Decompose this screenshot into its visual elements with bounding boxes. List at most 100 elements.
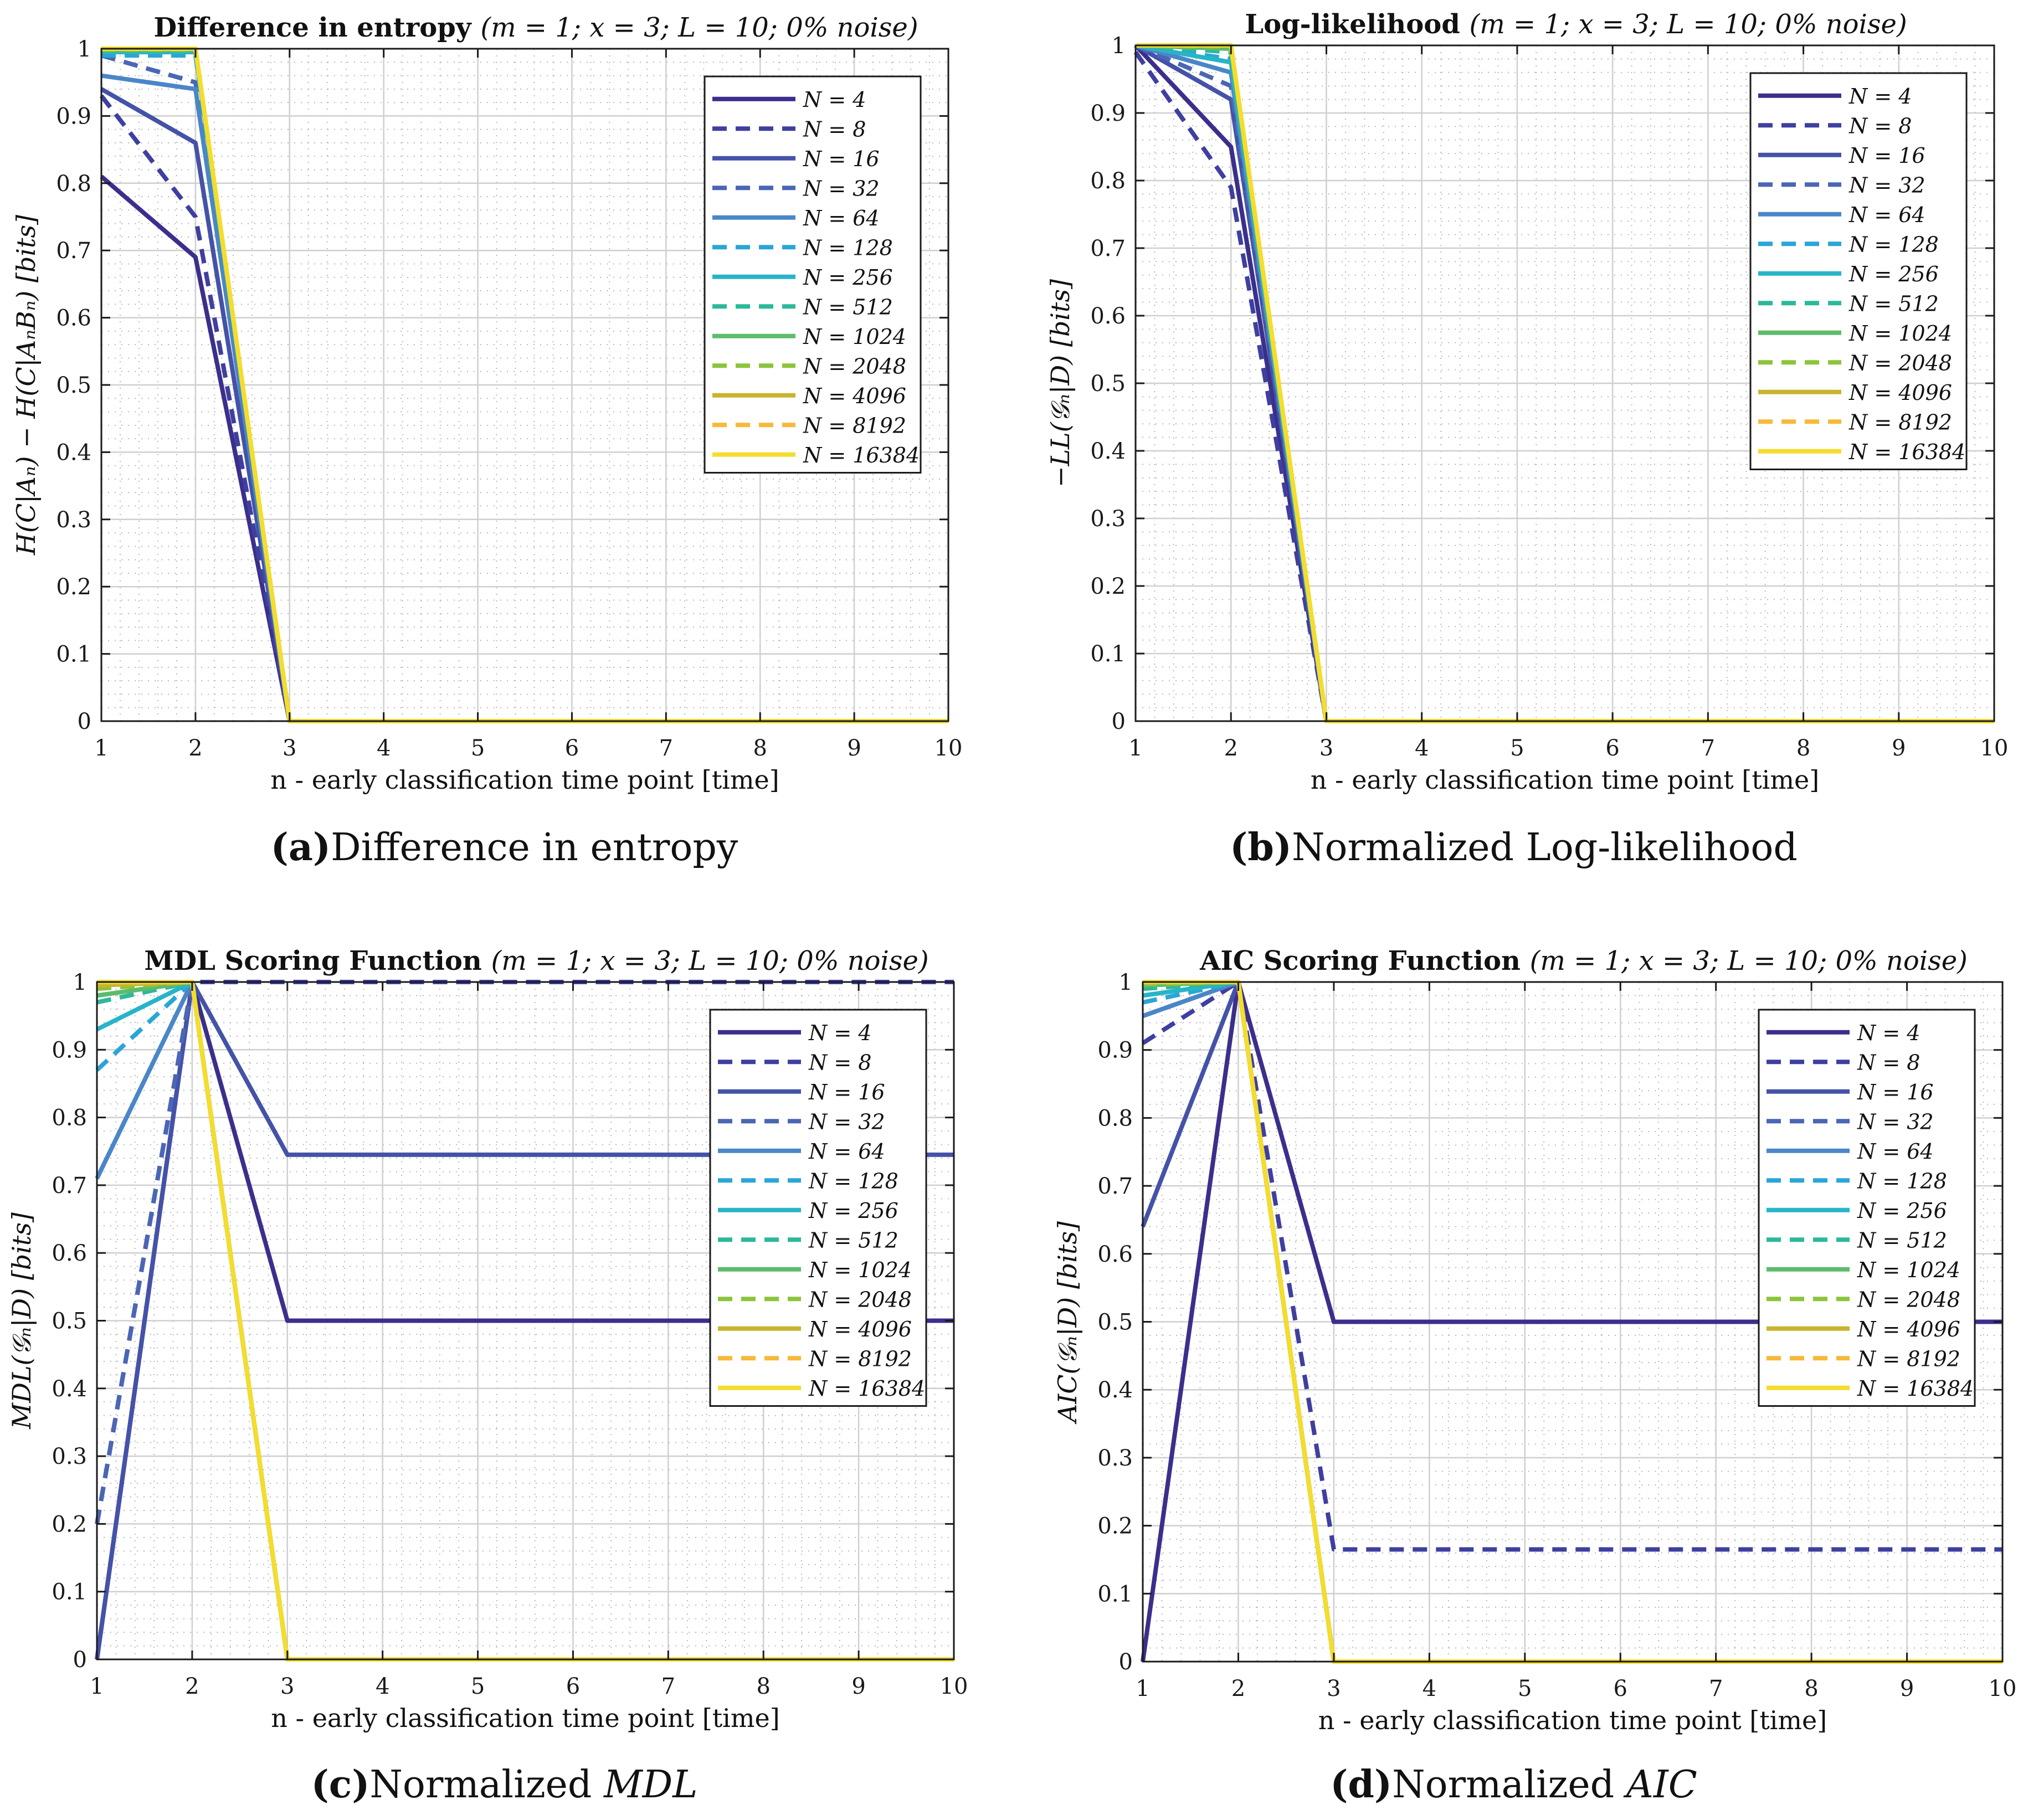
y-axis-label: MDL(𝒢ₙ|D) [bits]: [7, 1212, 37, 1430]
chart-title: AIC Scoring Function (m = 1; x = 3; L = …: [1199, 945, 1968, 976]
caption-c-label: (c): [311, 1762, 370, 1807]
chart-title: MDL Scoring Function (m = 1; x = 3; L = …: [144, 945, 928, 976]
legend-entry-label: N = 32: [808, 1109, 885, 1134]
legend: N = 4 N = 8 N = 16 N = 32 N = 64 N = 128 N = 2…: [709, 1009, 927, 1407]
legend-entry-label: N = 4: [803, 88, 866, 112]
chart-title-params: (m = 1; x = 3; L = 10; 0% noise): [1470, 9, 1907, 40]
legend-entry-label: N = 256: [803, 265, 893, 290]
x-tick-label: 7: [1709, 1676, 1723, 1701]
x-axis-label: n - early classification time point [tim…: [270, 765, 779, 795]
y-tick-label: 0.2: [1097, 1514, 1133, 1539]
y-tick-label: 0: [73, 1647, 87, 1673]
y-tick-label: 0: [1112, 709, 1126, 734]
legend: N = 4 N = 8 N = 16 N = 32 N = 64 N = 128 N = 2…: [1758, 1009, 1976, 1407]
legend-entry-label: N = 16: [1857, 1080, 1934, 1104]
chart-panel-a: 1 2 3 4 5 6 7 8 9 10 0 0.1 0.2 0.3 0.4 0.5 0.6 0.7 0.8 0.9 1…: [11, 12, 962, 795]
legend-entry-label: N = 1024: [808, 1258, 912, 1282]
legend-entry-label: N = 64: [1857, 1139, 1934, 1164]
x-tick-label: 10: [940, 1674, 968, 1699]
series-line-n8: [1141, 980, 2002, 1552]
y-tick-label: 0.8: [52, 1106, 87, 1131]
y-tick-label: 0.6: [52, 1241, 87, 1266]
y-tick-label: 0: [78, 709, 91, 734]
tick-marks: [100, 48, 949, 722]
legend-entry-label: N = 128: [1848, 232, 1939, 256]
legend-entry-label: N = 32: [1857, 1109, 1934, 1134]
x-tick-label: 4: [1415, 736, 1429, 761]
x-tick-label: 8: [1796, 736, 1810, 761]
y-tick-label: 0.3: [1097, 1446, 1133, 1471]
chart-title: Difference in entropy (m = 1; x = 3; L =…: [153, 12, 918, 43]
legend-entry-label: N = 16: [803, 147, 880, 171]
chart-title: Log-likelihood (m = 1; x = 3; L = 10; 0%…: [1245, 9, 1907, 40]
x-tick-label: 7: [659, 736, 673, 761]
x-tick-label: 5: [1518, 1676, 1532, 1701]
y-tick-label: 0.4: [52, 1376, 87, 1402]
legend-entry-label: N = 32: [803, 176, 880, 200]
y-tick-label: 0.5: [1097, 1310, 1133, 1335]
legend-entry-label: N = 128: [1857, 1169, 1947, 1193]
y-tick-label: 0.6: [1090, 304, 1126, 329]
x-tick-label: 4: [376, 1674, 389, 1699]
legend-entry-label: N = 2048: [803, 354, 906, 378]
caption-b-text: Normalized Log-likelihood: [1291, 826, 1798, 870]
x-axis-label: n - early classification time point [tim…: [1318, 1705, 1827, 1735]
y-tick-label: 0: [1119, 1649, 1133, 1675]
x-tick-label: 10: [1980, 736, 2009, 761]
x-tick-label: 3: [1327, 1676, 1341, 1701]
y-axis-label: H(C|Aₙ) − H(C|AₙBₙ) [bits]: [11, 215, 41, 556]
legend-entry-label: N = 2048: [1848, 351, 1952, 375]
x-tick-label: 6: [566, 1674, 580, 1699]
legend-entry-label: N = 64: [1848, 203, 1925, 227]
legend-entry-label: N = 2048: [808, 1287, 912, 1312]
y-tick-label: 0.7: [1097, 1174, 1133, 1199]
tick-marks: [1142, 981, 2004, 1663]
y-tick-label: 1: [78, 37, 91, 62]
chart-title-main: MDL Scoring Function: [144, 945, 491, 976]
y-tick-label: 0.9: [1090, 101, 1126, 126]
x-tick-label: 9: [847, 736, 861, 761]
chart-title-params: (m = 1; x = 3; L = 10; 0% noise): [491, 945, 928, 976]
y-tick-label: 0.4: [1090, 439, 1126, 464]
y-tick-label: 0.5: [1090, 371, 1126, 397]
y-tick-label: 0.3: [52, 1444, 87, 1469]
y-tick-label: 0.4: [56, 440, 91, 465]
y-axis-label: AIC(𝒢ₙ|D) [bits]: [1052, 1221, 1082, 1425]
legend-entry-label: N = 16: [808, 1080, 885, 1104]
legend-entry-label: N = 8192: [803, 413, 906, 438]
y-tick-label: 1: [1112, 33, 1126, 59]
y-tick-label: 0.8: [56, 171, 91, 197]
legend-entry-label: N = 512: [1848, 291, 1939, 316]
caption-b: (b)Normalized Log-likelihood: [1009, 825, 2018, 870]
x-tick-label: 5: [471, 736, 485, 761]
x-tick-label: 8: [1804, 1676, 1818, 1701]
x-tick-label: 8: [753, 736, 767, 761]
legend-entry-label: N = 64: [808, 1139, 885, 1164]
x-axis-label: n - early classification time point [tim…: [271, 1703, 779, 1733]
x-axis-label: n - early classification time point [tim…: [1311, 765, 1819, 795]
legend-entry-label: N = 8: [808, 1050, 871, 1074]
y-tick-label: 0.9: [56, 104, 91, 129]
legend-entry-label: N = 32: [1848, 173, 1925, 197]
legend-entry-label: N = 2048: [1857, 1287, 1960, 1312]
x-tick-label: 2: [1231, 1676, 1245, 1701]
caption-d-text: Normalized: [1392, 1763, 1626, 1807]
legend-entry-label: N = 64: [803, 206, 880, 230]
caption-d-label: (d): [1330, 1762, 1393, 1807]
y-tick-label: 0.4: [1097, 1377, 1133, 1403]
x-tick-label: 2: [185, 1674, 199, 1699]
x-tick-label: 1: [94, 736, 108, 761]
caption-c-text: Normalized: [369, 1763, 604, 1807]
legend-entry-label: N = 512: [808, 1228, 898, 1252]
y-tick-label: 0.6: [1097, 1242, 1133, 1267]
x-tick-label: 4: [1423, 1676, 1436, 1701]
legend-entry-label: N = 16: [1848, 143, 1925, 168]
chart-panel-b: 1 2 3 4 5 6 7 8 9 10 0 0.1 0.2 0.3 0.4 0.5 0.6 0.7 0.8 0.9 1…: [1045, 9, 2008, 795]
x-tick-label: 2: [1224, 736, 1237, 761]
legend-entry-label: N = 16384: [808, 1376, 925, 1401]
legend-entry-label: N = 256: [1857, 1199, 1947, 1223]
legend-entry-label: N = 8192: [808, 1346, 912, 1371]
chart-title-main: AIC Scoring Function: [1199, 945, 1530, 976]
y-tick-label: 0.1: [52, 1580, 87, 1605]
